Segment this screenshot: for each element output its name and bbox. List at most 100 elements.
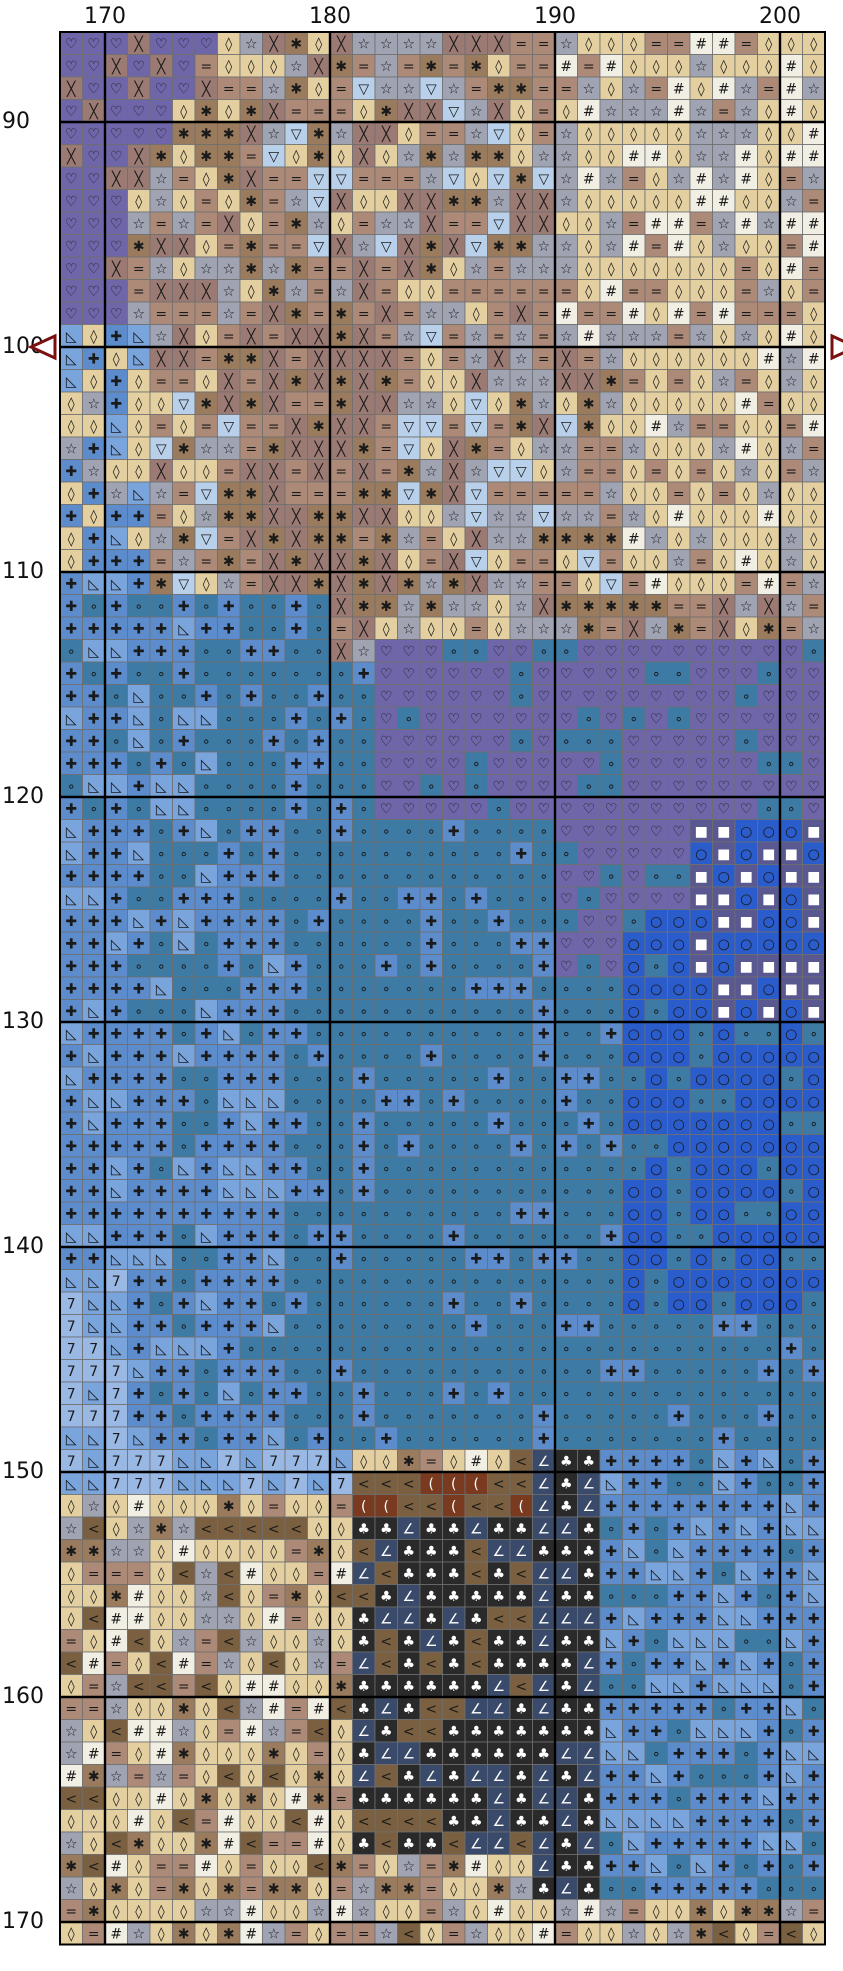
star-symbol-icon: ☆ <box>515 329 528 345</box>
diamond-symbol-icon: ◊ <box>270 59 277 75</box>
equals-symbol-icon: = <box>650 464 662 480</box>
diamond-symbol-icon: ◊ <box>248 216 255 232</box>
angle-symbol-icon: ∠ <box>537 1611 550 1627</box>
angle-symbol-icon: ∠ <box>402 1521 415 1537</box>
equals-symbol-icon: = <box>380 171 392 187</box>
seven-symbol-icon: 7 <box>157 1454 166 1470</box>
equals-symbol-icon: = <box>313 284 325 300</box>
asterisk-symbol-icon: ✱ <box>470 441 482 457</box>
dot-symbol-icon: ∘ <box>404 1026 413 1042</box>
dot-symbol-icon: ∘ <box>562 1206 571 1222</box>
star-symbol-icon: ☆ <box>335 126 348 142</box>
dot-symbol-icon: ∘ <box>472 1116 481 1132</box>
equals-symbol-icon: = <box>358 531 370 547</box>
plus-symbol-icon: ✚ <box>380 959 392 975</box>
club-symbol-icon: ♣ <box>560 1499 573 1515</box>
plus-symbol-icon: ✚ <box>155 1409 167 1425</box>
dot-symbol-icon: ∘ <box>247 846 256 862</box>
star-symbol-icon: ☆ <box>222 1611 235 1627</box>
hash-symbol-icon: # <box>673 81 685 97</box>
plus-symbol-icon: ✚ <box>673 1409 685 1425</box>
plus-symbol-icon: ✚ <box>223 914 235 930</box>
seven-symbol-icon: 7 <box>112 1409 121 1425</box>
plus-symbol-icon: ✚ <box>763 1499 775 1515</box>
asterisk-symbol-icon: ✱ <box>268 531 280 547</box>
plus-symbol-icon: ✚ <box>290 711 302 727</box>
dot-symbol-icon: ∘ <box>764 1206 773 1222</box>
equals-symbol-icon: = <box>448 216 460 232</box>
diamond-symbol-icon: ◊ <box>135 531 142 547</box>
dot-symbol-icon: ∘ <box>449 1139 458 1155</box>
diamond-symbol-icon: ◊ <box>788 126 795 142</box>
equals-symbol-icon: = <box>313 1566 325 1582</box>
angle-symbol-icon: ∠ <box>425 1634 438 1650</box>
diamond-symbol-icon: ◊ <box>158 1634 165 1650</box>
star-symbol-icon: ☆ <box>605 216 618 232</box>
dot-symbol-icon: ∘ <box>134 599 143 615</box>
heart-symbol-icon: ♡ <box>582 846 595 862</box>
asterisk-symbol-icon: ✱ <box>178 531 190 547</box>
halftriangle-symbol-icon: ◺ <box>111 1319 122 1335</box>
equals-symbol-icon: = <box>200 351 212 367</box>
diamond-symbol-icon: ◊ <box>765 126 772 142</box>
dot-symbol-icon: ∘ <box>517 1049 526 1065</box>
diamond-symbol-icon: ◊ <box>765 239 772 255</box>
circle-symbol-icon: ○ <box>785 1139 797 1155</box>
equals-symbol-icon: = <box>515 59 527 75</box>
hash-symbol-icon: # <box>650 216 662 232</box>
equals-symbol-icon: = <box>628 216 640 232</box>
hash-symbol-icon: # <box>718 306 730 322</box>
diamond-symbol-icon: ◊ <box>743 239 750 255</box>
dot-symbol-icon: ∘ <box>449 936 458 952</box>
equals-symbol-icon: = <box>785 306 797 322</box>
plus-symbol-icon: ✚ <box>200 1409 212 1425</box>
dot-symbol-icon: ∘ <box>787 756 796 772</box>
seven-symbol-icon: 7 <box>112 1431 121 1447</box>
plus-symbol-icon: ✚ <box>335 711 347 727</box>
diamond-symbol-icon: ◊ <box>90 509 97 525</box>
dot-symbol-icon: ∘ <box>337 1071 346 1087</box>
dot-symbol-icon: ∘ <box>427 1364 436 1380</box>
cross-symbol-icon: ╳ <box>719 620 730 637</box>
dot-symbol-icon: ∘ <box>269 599 278 615</box>
halftriangle-symbol-icon: ◺ <box>246 1454 257 1470</box>
diamond-symbol-icon: ◊ <box>270 1634 277 1650</box>
dot-symbol-icon: ∘ <box>517 891 526 907</box>
plus-symbol-icon: ✚ <box>268 914 280 930</box>
cross-symbol-icon: ╳ <box>359 283 370 300</box>
star-symbol-icon: ☆ <box>492 194 505 210</box>
triangle-symbol-icon: ▽ <box>583 554 594 570</box>
equals-symbol-icon: = <box>470 621 482 637</box>
heart-symbol-icon: ♡ <box>515 779 528 795</box>
diamond-symbol-icon: ◊ <box>315 1499 322 1515</box>
halftriangle-symbol-icon: ◺ <box>88 1049 99 1065</box>
diamond-symbol-icon: ◊ <box>473 306 480 322</box>
dot-symbol-icon: ∘ <box>539 1116 548 1132</box>
circle-symbol-icon: ○ <box>673 981 685 997</box>
lessthan-symbol-icon: < <box>223 1521 235 1537</box>
heart-symbol-icon: ♡ <box>762 689 775 705</box>
dot-symbol-icon: ∘ <box>494 1049 503 1065</box>
plus-symbol-icon: ✚ <box>245 981 257 997</box>
heart-symbol-icon: ♡ <box>672 846 685 862</box>
star-symbol-icon: ☆ <box>447 599 460 615</box>
halftriangle-symbol-icon: ◺ <box>133 486 144 502</box>
dot-symbol-icon: ∘ <box>337 959 346 975</box>
cross-symbol-icon: ╳ <box>111 170 122 187</box>
plus-symbol-icon: ✚ <box>155 1184 167 1200</box>
diamond-symbol-icon: ◊ <box>180 149 187 165</box>
star-symbol-icon: ☆ <box>222 284 235 300</box>
star-symbol-icon: ☆ <box>672 419 685 435</box>
dot-symbol-icon: ∘ <box>359 1094 368 1110</box>
diamond-symbol-icon: ◊ <box>203 239 210 255</box>
cross-symbol-icon: ╳ <box>381 395 392 412</box>
dot-symbol-icon: ∘ <box>292 734 301 750</box>
equals-symbol-icon: = <box>268 1499 280 1515</box>
equals-symbol-icon: = <box>245 441 257 457</box>
plus-symbol-icon: ✚ <box>470 1319 482 1335</box>
cross-symbol-icon: ╳ <box>359 418 370 435</box>
diamond-symbol-icon: ◊ <box>203 1544 210 1560</box>
dot-symbol-icon: ∘ <box>742 734 751 750</box>
circle-symbol-icon: ○ <box>628 1251 640 1267</box>
diamond-symbol-icon: ◊ <box>630 351 637 367</box>
